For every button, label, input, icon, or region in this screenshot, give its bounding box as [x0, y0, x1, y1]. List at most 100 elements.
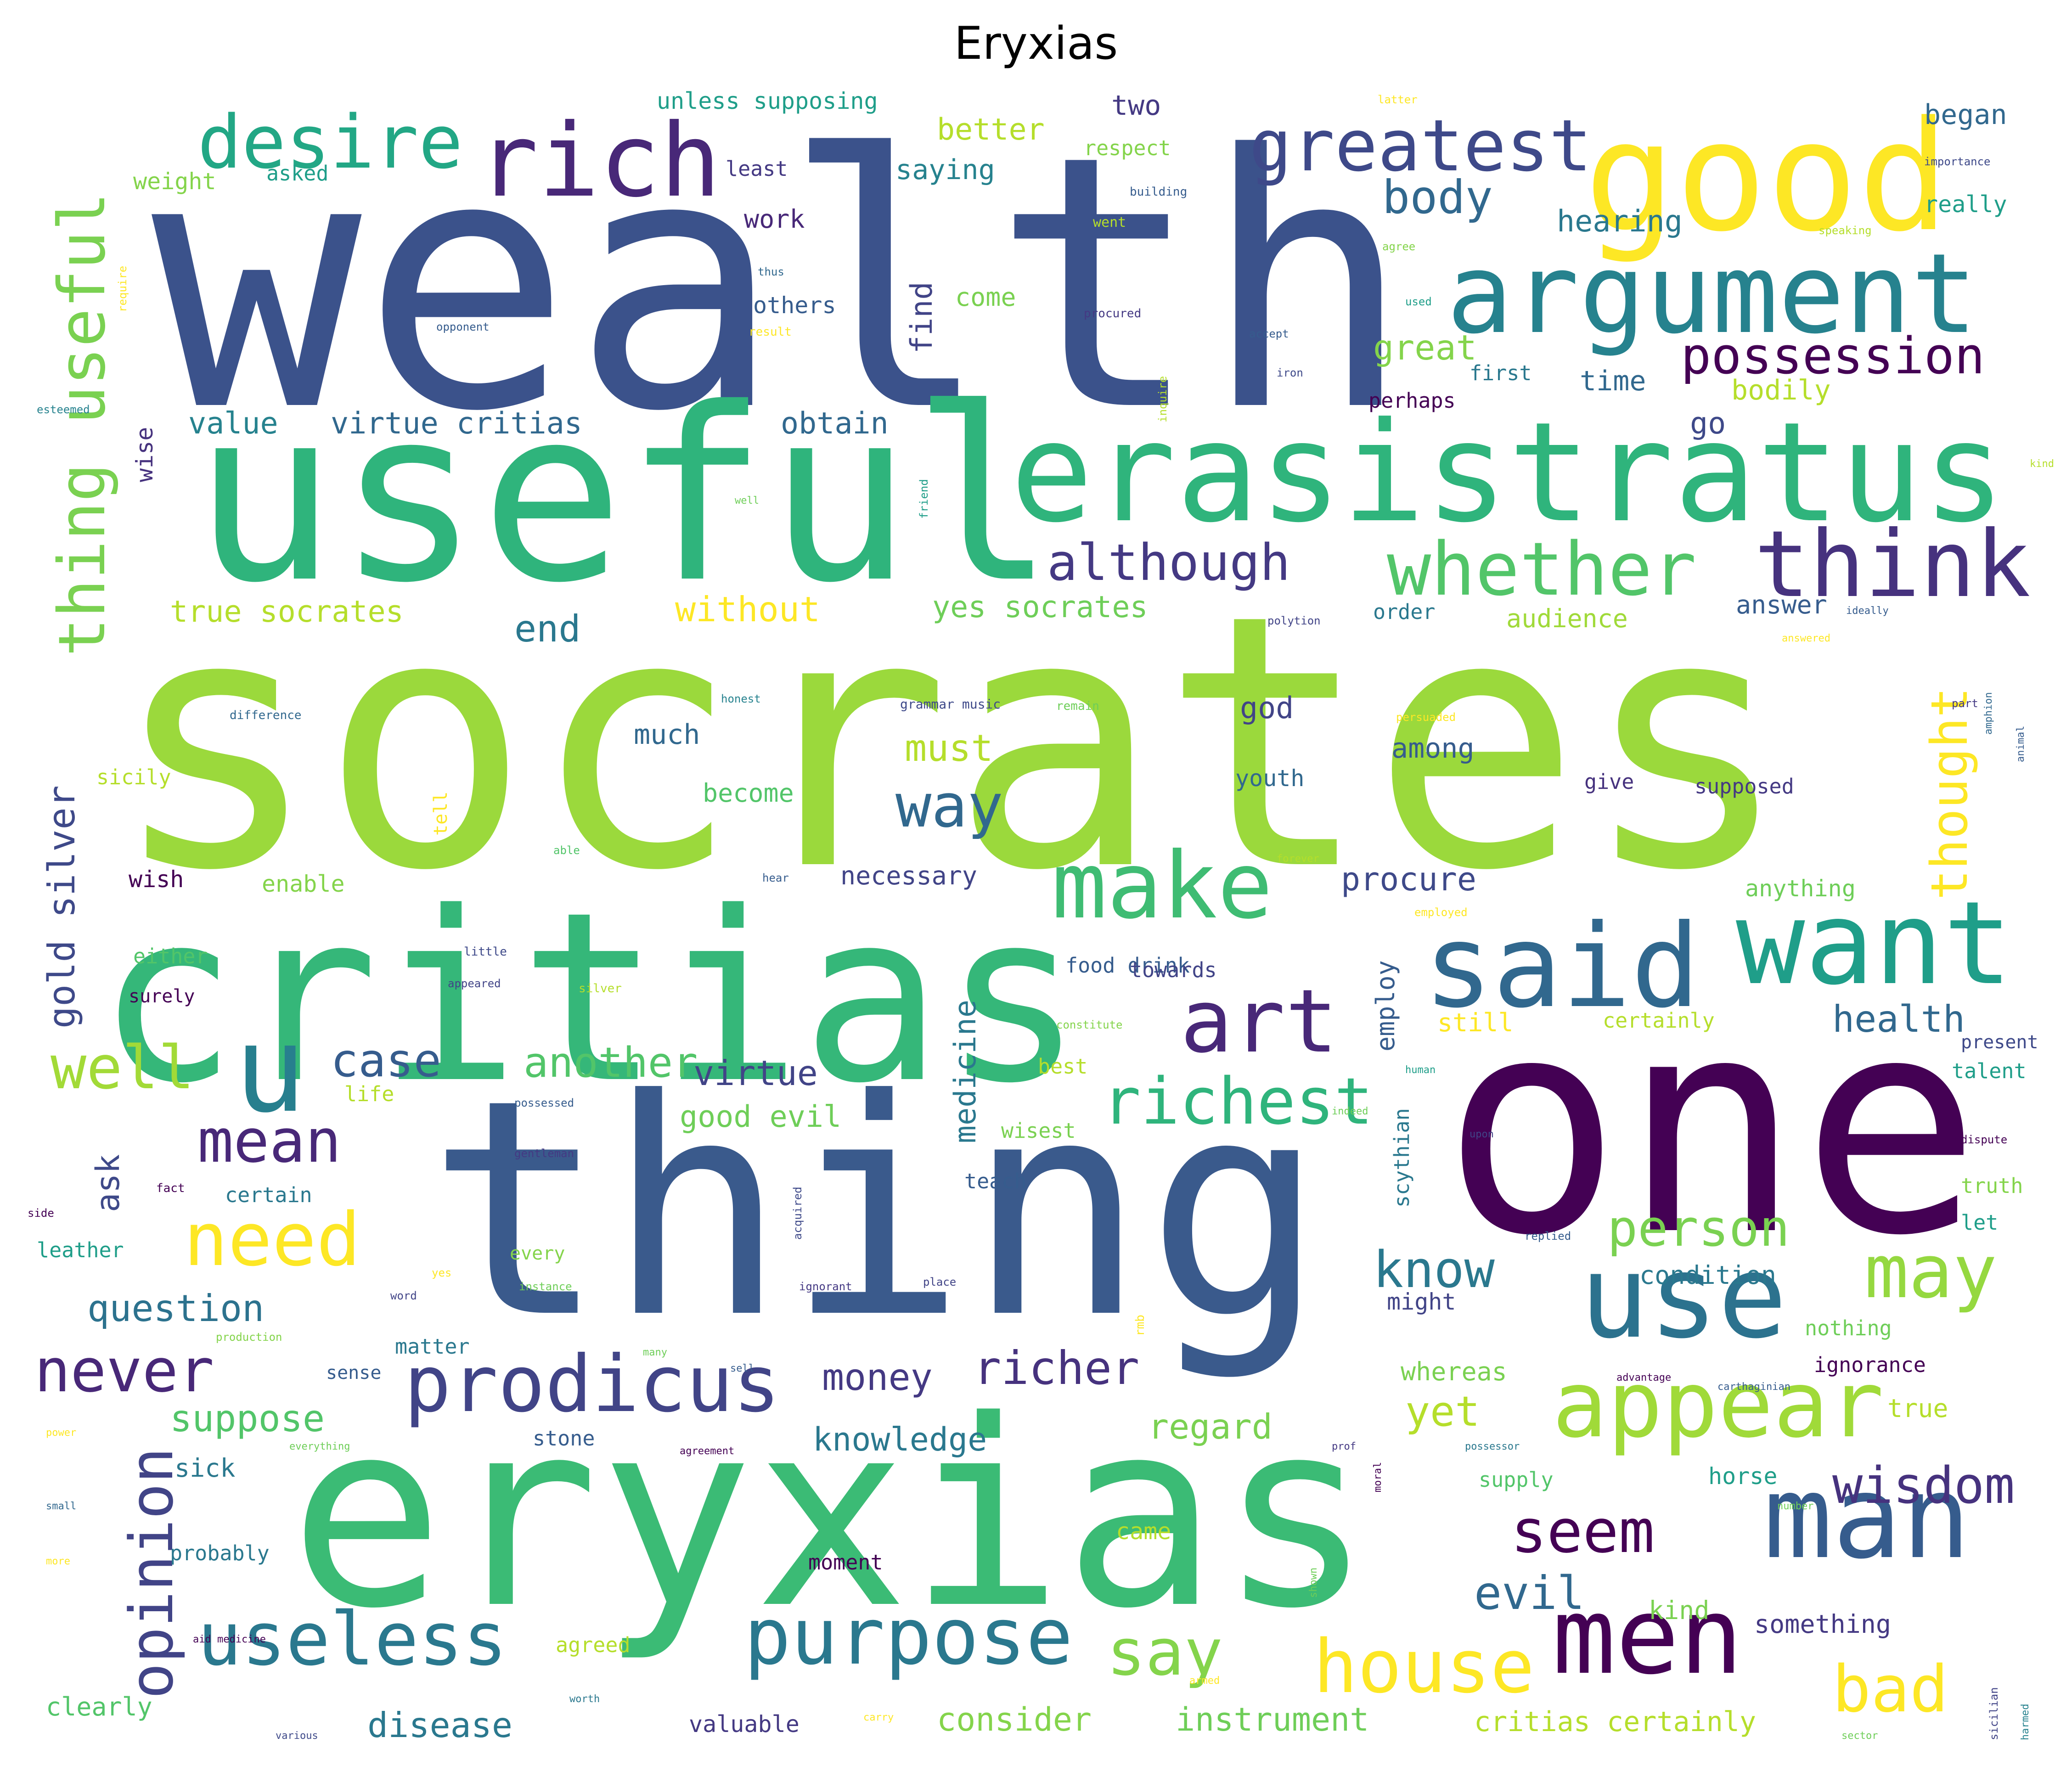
- word-rmb: rmb: [1133, 1315, 1147, 1336]
- word-anything: anything: [1745, 875, 1856, 902]
- word-richest: richest: [1102, 1064, 1374, 1139]
- word-silver: silver: [579, 982, 622, 995]
- word-way: way: [895, 771, 1003, 841]
- word-valuable: valuable: [689, 1711, 800, 1738]
- word-value: value: [188, 406, 278, 441]
- word-matter: matter: [395, 1334, 470, 1359]
- word-unless-supposing: unless supposing: [657, 88, 878, 114]
- word-stone: stone: [533, 1426, 595, 1451]
- word-sicilian: sicilian: [1988, 1687, 2000, 1740]
- word-sense: sense: [326, 1362, 382, 1383]
- word-use: use: [1580, 1230, 1787, 1364]
- word-present: present: [1961, 1032, 2038, 1053]
- word-one: one: [1442, 954, 1981, 1301]
- word-enable: enable: [262, 871, 345, 897]
- word-give: give: [1584, 770, 1634, 794]
- word-wise: wise: [131, 427, 158, 482]
- word-first: first: [1470, 361, 1532, 385]
- chart-title: Eryxias: [954, 17, 1118, 70]
- word-among: among: [1391, 732, 1475, 765]
- word-replied: replied: [1525, 1230, 1571, 1243]
- word-carthaginian: carthaginian: [1717, 1381, 1790, 1393]
- word-question: question: [87, 1287, 265, 1330]
- word-came: came: [1116, 1518, 1171, 1545]
- word-aid-medicine: aid medicine: [193, 1634, 266, 1645]
- word-good: good: [1584, 89, 1949, 265]
- word-whether: whether: [1387, 526, 1697, 612]
- word-worth: worth: [569, 1693, 600, 1705]
- word-consider: consider: [937, 1701, 1092, 1738]
- word-youth: youth: [1235, 765, 1305, 792]
- word-able: able: [553, 844, 580, 857]
- word-honest: honest: [721, 692, 761, 705]
- word-answer: answer: [1736, 590, 1827, 619]
- word-might: might: [1387, 1288, 1456, 1315]
- word-possessed: possessed: [514, 1097, 574, 1109]
- word-accept: accept: [1249, 327, 1289, 340]
- word-side: side: [28, 1207, 54, 1220]
- word-ignorance: ignorance: [1814, 1353, 1926, 1377]
- word-polytion: polytion: [1267, 614, 1321, 627]
- word-possessor: possessor: [1465, 1441, 1520, 1452]
- word-purpose: purpose: [744, 1591, 1073, 1682]
- word-find: find: [905, 281, 939, 354]
- word-whereas: whereas: [1401, 1357, 1507, 1386]
- word-opinion: opinion: [117, 1447, 186, 1699]
- word-place: place: [923, 1276, 957, 1288]
- word-critias: critias: [96, 862, 1084, 1135]
- word-went: went: [1093, 214, 1126, 231]
- word-leather: let: [1961, 1210, 1999, 1235]
- word-make: make: [1052, 832, 1273, 939]
- word-amphion: amphion: [1983, 692, 1994, 735]
- word-become: become: [703, 778, 794, 808]
- word-asked: asked: [266, 161, 329, 186]
- word-men: men: [1552, 1575, 1743, 1698]
- word-kind: kind: [1649, 1596, 1710, 1625]
- word-desire: desire: [197, 99, 463, 185]
- word-erasistratus: erasistratus: [1010, 393, 2006, 553]
- word-audience: audience: [1506, 604, 1628, 633]
- word-condition: condition: [1639, 1260, 1777, 1290]
- word-know: know: [1373, 1240, 1495, 1299]
- word-critias-certainly: critias certainly: [1474, 1706, 1757, 1738]
- word-must: must: [905, 727, 993, 770]
- word-go: go: [1690, 406, 1726, 441]
- word-evil: evil: [1474, 1566, 1585, 1620]
- word-saying: saying: [895, 154, 995, 186]
- word-true-socrates: true socrates: [170, 595, 404, 629]
- word-greatest: greatest: [1249, 104, 1592, 187]
- word-house: house: [1313, 1624, 1535, 1710]
- word-disease: disease: [367, 1705, 513, 1745]
- word-thus: thus: [758, 265, 784, 278]
- word-friend: friend: [918, 479, 930, 519]
- word-agreed: agreed: [556, 1633, 631, 1657]
- word-suppose: suppose: [170, 1397, 325, 1440]
- word-moment: moment: [808, 1550, 883, 1575]
- word-money: money: [822, 1356, 933, 1399]
- word-towards: employ: [1371, 960, 1400, 1052]
- word-bodily: bodily: [1731, 374, 1831, 406]
- word-something: something: [1754, 1609, 1892, 1639]
- word-never: never: [34, 1336, 214, 1406]
- word-answered: answered: [1782, 633, 1830, 644]
- word-either: surely: [129, 986, 195, 1007]
- word-obtain: obtain: [781, 406, 889, 441]
- word-order: order: [1373, 600, 1436, 624]
- word-truth: scythian: [1390, 1108, 1414, 1208]
- word-talent: best: [1038, 1054, 1088, 1079]
- word-end: end: [514, 607, 581, 650]
- word-health: health: [1832, 998, 1965, 1040]
- word-necessary: necessary: [840, 861, 978, 890]
- word-scythian: leather: [37, 1238, 124, 1262]
- word-kind-small: kind: [2030, 458, 2054, 470]
- word-various: various: [276, 1730, 318, 1742]
- word-agreement: agreement: [680, 1445, 735, 1457]
- word-virtue: virtue: [693, 1053, 818, 1093]
- word-number: number: [1777, 1501, 1814, 1512]
- word-best: medicine: [948, 999, 983, 1143]
- word-true: true: [1887, 1394, 1948, 1423]
- word-bad: bad: [1832, 1652, 1948, 1727]
- word-prodicus: prodicus: [404, 1339, 780, 1430]
- word-instrument: instrument: [1176, 1701, 1369, 1738]
